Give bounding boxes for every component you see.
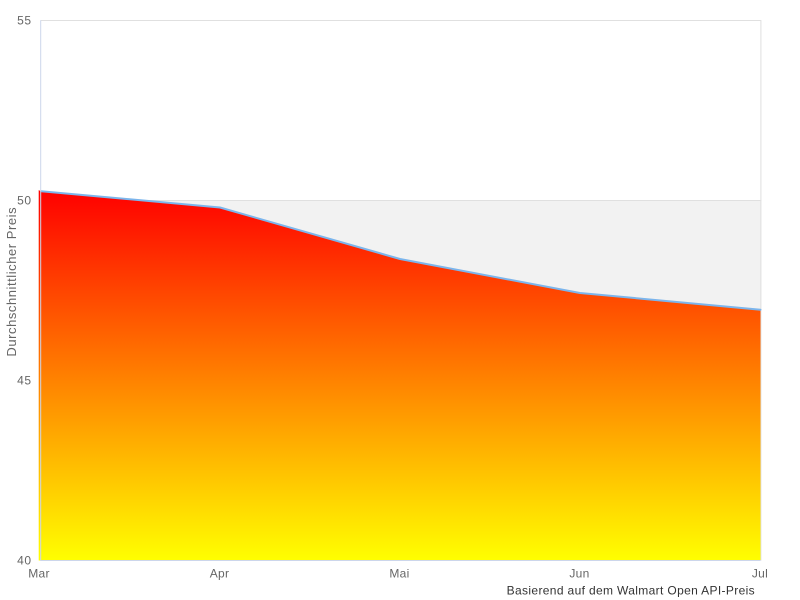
- svg-text:Mai: Mai: [389, 567, 409, 581]
- svg-text:Jul: Jul: [752, 567, 768, 581]
- svg-text:Apr: Apr: [210, 567, 230, 581]
- svg-text:45: 45: [17, 374, 31, 388]
- svg-text:Jun: Jun: [569, 567, 589, 581]
- svg-text:55: 55: [17, 14, 31, 28]
- svg-text:Basierend auf dem Walmart Open: Basierend auf dem Walmart Open API-Preis: [507, 584, 755, 598]
- svg-text:Mar: Mar: [28, 567, 50, 581]
- svg-text:50: 50: [17, 194, 31, 208]
- svg-text:Durchschnittlicher Preis: Durchschnittlicher Preis: [4, 207, 19, 357]
- svg-text:40: 40: [17, 554, 31, 568]
